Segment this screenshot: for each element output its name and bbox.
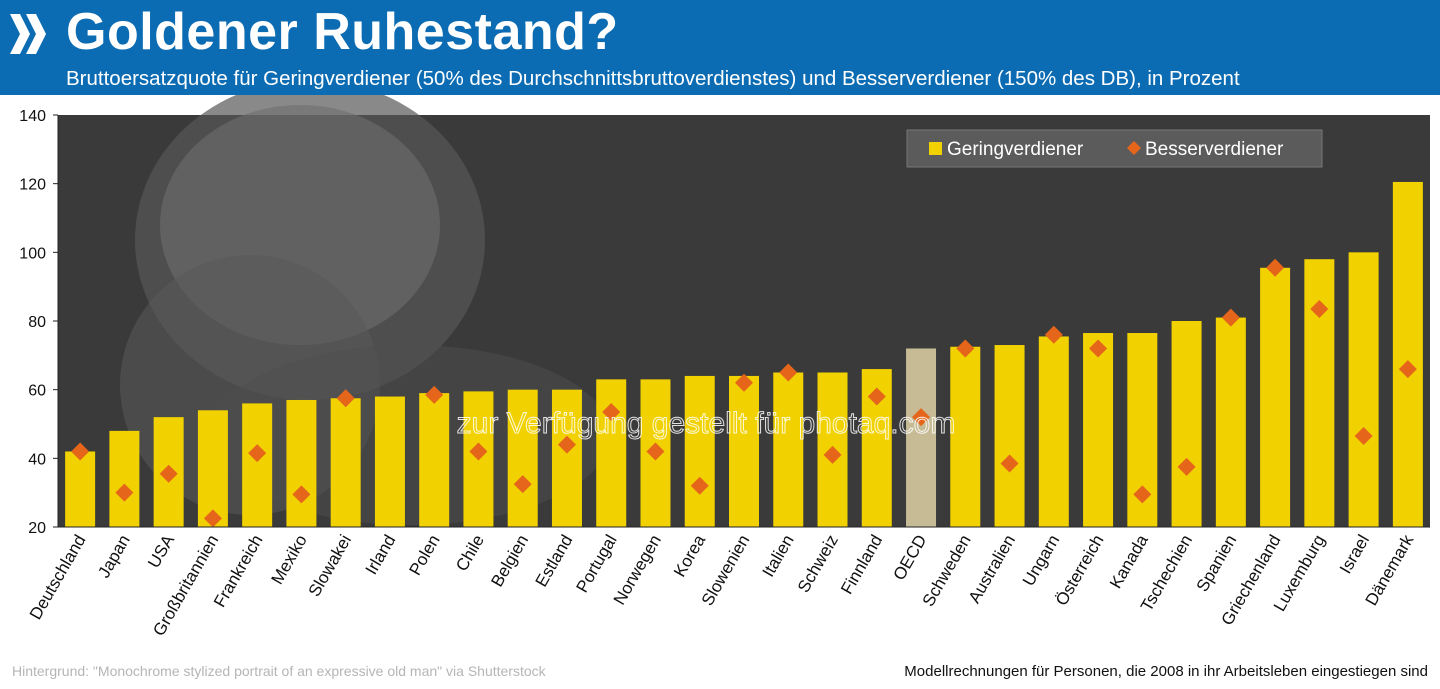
bar-dänemark	[1392, 181, 1423, 527]
bar-slowenien	[729, 375, 759, 527]
bar-großbritannien	[197, 410, 228, 527]
x-tick-label: Slowakei	[305, 532, 355, 600]
x-tick-label: Mexiko	[267, 532, 310, 588]
bar-schweden	[950, 346, 981, 527]
marker-chile	[469, 442, 488, 461]
marker-finnland	[867, 387, 886, 406]
bar-japan	[109, 430, 140, 527]
marker-italien	[779, 363, 798, 382]
bar-luxemburg	[1304, 259, 1335, 527]
bar-australien	[994, 345, 1025, 527]
bar-spanien	[1215, 317, 1246, 527]
marker-korea	[690, 476, 709, 495]
header-banner: Goldener Ruhestand? Bruttoersatzquote fü…	[0, 0, 1440, 95]
x-tick-label: Irland	[362, 532, 400, 578]
bar-österreich	[1083, 333, 1114, 527]
marker-series-besserverdiener	[71, 258, 1417, 528]
x-tick-label: Estland	[532, 532, 577, 591]
marker-ungarn	[1044, 325, 1063, 344]
x-tick-label: OECD	[889, 532, 930, 584]
bar-griechenland	[1260, 267, 1291, 527]
x-tick-label: Israel	[1336, 532, 1373, 578]
bar-estland	[551, 389, 582, 527]
x-tick-label: Spanien	[1193, 532, 1241, 596]
bar-oecd	[906, 348, 937, 527]
bar-polen	[419, 393, 450, 527]
marker-griechenland	[1266, 258, 1285, 277]
y-tick-label: 100	[19, 245, 46, 262]
marker-japan	[115, 483, 134, 502]
x-tick-label: USA	[144, 531, 178, 571]
marker-israel	[1354, 427, 1373, 446]
x-tick-label: Portugal	[573, 532, 621, 596]
y-tick-label: 60	[28, 383, 46, 400]
bar-korea	[684, 375, 715, 527]
chart-legend: Geringverdiener Besserverdiener	[906, 129, 1323, 168]
y-tick-label: 140	[19, 108, 46, 125]
x-tick-label: Deutschland	[26, 532, 90, 623]
x-tick-label: Korea	[670, 531, 709, 580]
x-tick-label: Belgien	[487, 532, 532, 591]
x-tick-label: Chile	[452, 532, 488, 575]
y-tick-label: 20	[28, 520, 46, 537]
bar-frankreich	[242, 403, 273, 527]
footnote: Modellrechnungen für Personen, die 2008 …	[904, 663, 1428, 680]
marker-kanada	[1133, 485, 1152, 504]
marker-spanien	[1221, 308, 1240, 327]
x-tick-label: Schweiz	[794, 532, 842, 596]
x-tick-label: Japan	[94, 532, 134, 582]
x-tick-label: Italien	[759, 532, 798, 581]
marker-australien	[1000, 454, 1019, 473]
marker-dänemark	[1398, 360, 1417, 379]
x-tick-label: Kanada	[1106, 531, 1152, 592]
marker-estland	[557, 435, 576, 454]
marker-tschechien	[1177, 457, 1196, 476]
marker-luxemburg	[1310, 299, 1329, 318]
marker-deutschland	[71, 442, 90, 461]
marker-polen	[425, 385, 444, 404]
marker-slowenien	[735, 373, 753, 392]
marker-frankreich	[248, 444, 267, 463]
bar-italien	[773, 372, 804, 527]
x-axis-labels: Deutschland Japan USAGroßbritannienFrankre…	[26, 526, 1430, 639]
page-subtitle: Bruttoersatzquote für Geringverdiener (5…	[66, 67, 1240, 90]
marker-belgien	[513, 475, 532, 494]
oecd-chevrons-logo-icon	[10, 14, 46, 54]
bar-mexiko	[286, 399, 317, 527]
bar-series-geringverdiener	[65, 181, 1423, 528]
legend-label-besserverdiener: Besserverdiener	[1145, 139, 1284, 160]
page-title: Goldener Ruhestand?	[66, 3, 619, 61]
marker-norwegen	[646, 442, 665, 461]
marker-schweden	[956, 339, 975, 358]
watermark-text: zur Verfügung gestellt für photaq.com	[457, 407, 956, 440]
marker-usa	[159, 464, 178, 483]
bar-belgien	[507, 389, 538, 527]
bar-tschechien	[1171, 321, 1202, 527]
marker-österreich	[1089, 339, 1108, 358]
bar-portugal	[596, 379, 627, 527]
marker-oecd	[912, 408, 931, 427]
legend-label-geringverdiener: Geringverdiener	[947, 139, 1084, 160]
y-tick-label: 40	[28, 451, 46, 468]
marker-portugal	[602, 402, 621, 421]
image-credit: Hintergrund: "Monochrome stylized portra…	[12, 663, 546, 679]
y-tick-label: 120	[19, 177, 46, 194]
y-axis: 20 40 60 80 100 120 140	[19, 108, 59, 537]
marker-schweiz	[823, 445, 842, 464]
x-tick-label: Finnland	[837, 532, 886, 598]
y-tick-label: 80	[28, 314, 46, 331]
bar-slowakei	[330, 398, 361, 527]
legend-swatch-besserverdiener	[1127, 141, 1141, 155]
marker-slowakei	[336, 389, 355, 408]
bar-ungarn	[1038, 336, 1069, 527]
x-tick-label: Ungarn	[1019, 532, 1063, 590]
bar-israel	[1348, 252, 1379, 528]
legend-swatch-geringverdiener	[929, 142, 942, 155]
x-tick-label: Polen	[405, 532, 443, 579]
bar-deutschland	[65, 451, 96, 527]
marker-mexiko	[292, 485, 311, 504]
bar-irland	[374, 396, 405, 527]
